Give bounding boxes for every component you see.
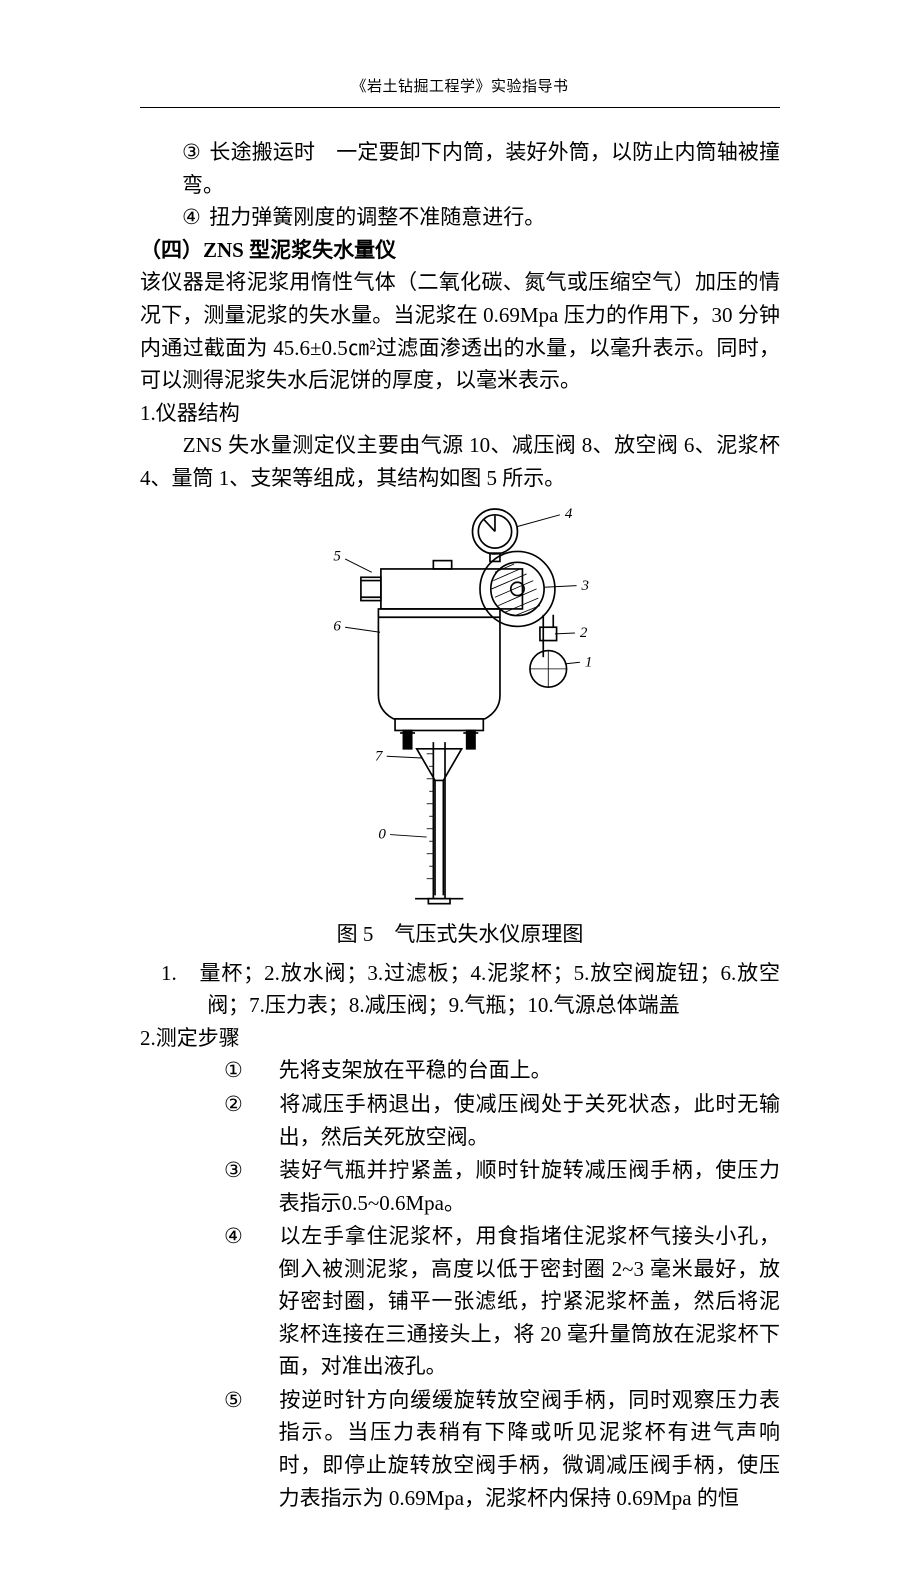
step-3: ③装好气瓶并拧紧盖，顺时针旋转减压阀手柄，使压力表指示0.5~0.6Mpa。 (279, 1154, 780, 1219)
section-4-title: （四）ZNS 型泥浆失水量仪 (140, 234, 780, 267)
figure-5-caption: 图 5 气压式失水仪原理图 (140, 918, 780, 951)
section-4-desc: 该仪器是将泥浆用惰性气体（二氧化碳、氮气或压缩空气）加压的情况下，测量泥浆的失水… (140, 266, 780, 396)
figure-5-legend: 1. 量杯；2.放水阀；3.过滤板；4.泥浆杯；5.放空阀旋钮；6.放空阀；7.… (140, 957, 780, 1022)
step-5: ⑤按逆时针方向缓缓旋转放空阀手柄，同时观察压力表指示。当压力表稍有下降或听见泥浆… (279, 1384, 780, 1514)
figure-5: 4 5 (140, 504, 780, 951)
structure-title: 1.仪器结构 (140, 397, 780, 430)
svg-text:0: 0 (378, 827, 386, 843)
circled-3: ③ (182, 136, 209, 169)
steps-list: ①先将支架放在平稳的台面上。 ②将减压手柄退出，使减压阀处于关死状态，此时无输出… (140, 1054, 780, 1514)
steps-title: 2.测定步骤 (140, 1022, 780, 1055)
step-2: ②将减压手柄退出，使减压阀处于关死状态，此时无输出，然后关死放空阀。 (279, 1088, 780, 1153)
step-4-num: ④ (251, 1220, 278, 1253)
page-header: 《岩土钻掘工程学》实验指导书 (140, 76, 780, 108)
pre-item-3-text: 长途搬运时 一定要卸下内筒，装好外筒，以防止内筒轴被撞弯。 (182, 140, 780, 197)
svg-text:4: 4 (565, 506, 573, 522)
svg-text:6: 6 (333, 619, 341, 635)
svg-text:1: 1 (585, 655, 592, 671)
svg-text:7: 7 (375, 749, 383, 765)
svg-text:3: 3 (581, 578, 589, 594)
circled-4: ④ (182, 201, 209, 234)
svg-text:2: 2 (580, 625, 588, 641)
pre-item-4: ④扭力弹簧刚度的调整不准随意进行。 (140, 201, 780, 234)
step-3-num: ③ (251, 1154, 278, 1187)
legend-text: 量杯；2.放水阀；3.过滤板；4.泥浆杯；5.放空阀旋钮；6.放空阀；7.压力表… (199, 961, 780, 1018)
pre-item-4-text: 扭力弹簧刚度的调整不准随意进行。 (209, 205, 545, 229)
step-3-text: 装好气瓶并拧紧盖，顺时针旋转减压阀手柄，使压力表指示0.5~0.6Mpa。 (279, 1158, 780, 1215)
pre-item-3: ③长途搬运时 一定要卸下内筒，装好外筒，以防止内筒轴被撞弯。 (140, 136, 780, 201)
legend-prefix: 1. (161, 961, 177, 985)
step-2-num: ② (251, 1088, 278, 1121)
step-5-text: 按逆时针方向缓缓旋转放空阀手柄，同时观察压力表指示。当压力表稍有下降或听见泥浆杯… (279, 1388, 780, 1510)
step-1: ①先将支架放在平稳的台面上。 (279, 1054, 780, 1087)
step-4-text: 以左手拿住泥浆杯，用食指堵住泥浆杯气接头小孔，倒入被测泥浆，高度以低于密封圈 2… (279, 1224, 780, 1378)
apparatus-diagram: 4 5 (310, 504, 610, 912)
step-1-text: 先将支架放在平稳的台面上。 (279, 1058, 552, 1082)
step-5-num: ⑤ (251, 1384, 278, 1417)
structure-desc: ZNS 失水量测定仪主要由气源 10、减压阀 8、放空阀 6、泥浆杯 4、量筒 … (140, 429, 780, 494)
step-2-text: 将减压手柄退出，使减压阀处于关死状态，此时无输出，然后关死放空阀。 (279, 1092, 780, 1149)
step-1-num: ① (251, 1054, 278, 1087)
svg-text:5: 5 (333, 549, 341, 565)
